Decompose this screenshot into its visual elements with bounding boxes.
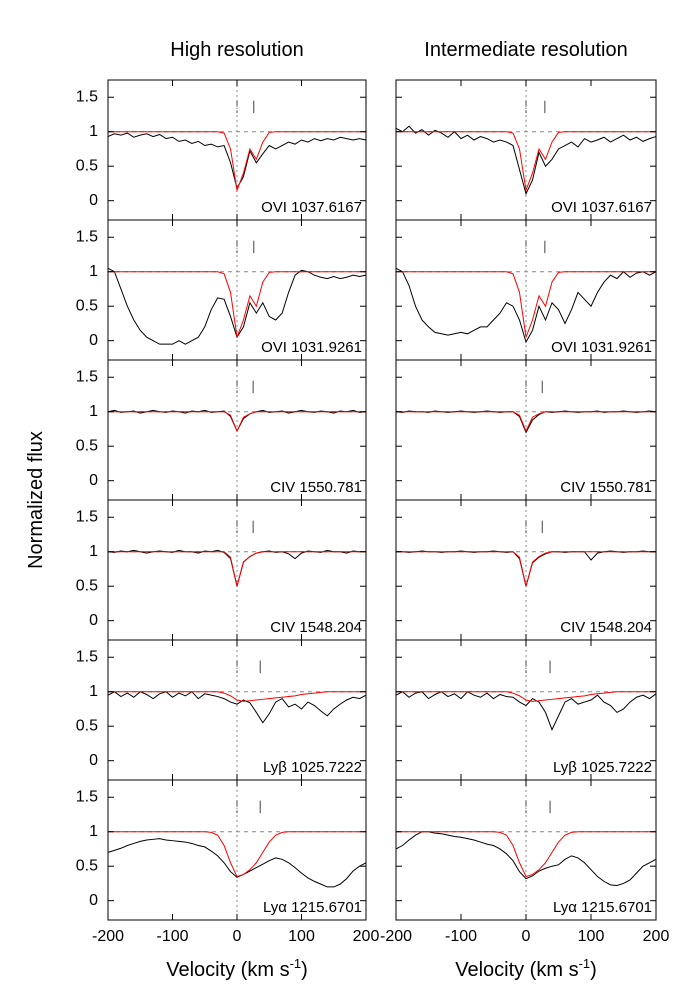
x-axis-label: Velocity (km s-1) [455,956,597,981]
spectrum-line [396,131,656,193]
panel: 0 0.5 1 1.5 OVI 1031.9261 [76,219,367,361]
spectrum-line [108,411,366,433]
y-tick-label: 1 [89,543,98,560]
x-axis-label-sup: -1 [579,956,591,971]
line-label: Lyβ 1025.7222 [553,759,652,776]
y-tick-label: 1.5 [76,788,98,805]
y-tick-label: 1 [89,823,98,840]
y-tick-label: 0 [89,332,98,349]
x-axis-label-text: Velocity (km s [455,959,578,981]
x-axis-label-end: ) [590,959,597,981]
y-tick-label: 0.5 [76,297,98,314]
y-tick-label: 1 [89,403,98,420]
x-tick-label: 0 [233,928,242,945]
panel: 0 0.5 1 1.5 CIV 1550.781 [76,359,367,501]
y-tick-label: 1 [89,123,98,140]
spectrum-line [107,838,367,888]
line-label: OVI 1031.9261 [551,339,652,356]
y-tick-label: 0.5 [76,157,98,174]
panel: 0 0.5 1 1.5 CIV 1548.204 [76,499,367,641]
y-tick-label: 1.5 [76,88,98,105]
x-axis-label-sup: -1 [290,956,302,971]
x-tick-label: -200 [380,928,412,945]
spectrum-line [108,691,366,702]
spectrum-line [107,691,367,724]
y-tick-label: 1.5 [76,648,98,665]
column-title: High resolution [170,39,303,61]
x-tick-label: 0 [522,928,531,945]
spectrum-line [395,691,657,731]
column-title: Intermediate resolution [424,39,627,61]
x-tick-label: 200 [643,928,670,945]
y-tick-label: 0 [89,892,98,909]
x-tick-label: 100 [578,928,605,945]
panel: -200 -100 0 100 200 Lyα 1215.6701 Velocity (km… [380,779,670,981]
panel: CIV 1550.781 [395,359,657,501]
spectrum-line [396,411,656,433]
y-tick-label: 1 [89,263,98,280]
panel: 0 0.5 1 1.5 OVI 1037.6167 High resolution [76,39,367,221]
panel: Lyβ 1025.7222 [395,639,657,781]
spectrum-line [108,831,366,878]
spectrum-line [396,271,656,338]
panel: OVI 1037.6167 Intermediate resolution [395,39,657,221]
line-label: OVI 1037.6167 [261,199,362,216]
y-tick-label: 1.5 [76,228,98,245]
y-tick-label: 0.5 [76,857,98,874]
panel: OVI 1031.9261 [395,219,657,361]
x-tick-label: -100 [156,928,188,945]
spectrum-line [395,267,657,344]
spectrum-line [108,131,366,193]
x-tick-label: -100 [445,928,477,945]
x-tick-label: -200 [92,928,124,945]
line-label: Lyα 1215.6701 [553,899,652,916]
x-tick-label: 100 [288,928,315,945]
y-tick-label: 0.5 [76,577,98,594]
x-tick-label: 200 [353,928,380,945]
line-label: Lyβ 1025.7222 [263,759,362,776]
y-tick-label: 1.5 [76,508,98,525]
spectrum-line [108,551,366,587]
y-tick-label: 0 [89,472,98,489]
line-label: OVI 1031.9261 [261,339,362,356]
spectrum-line [396,551,656,587]
line-label: CIV 1548.204 [560,619,652,636]
x-axis-label-end: ) [301,959,308,981]
x-axis-label-text: Velocity (km s [166,959,289,981]
y-tick-label: 0 [89,752,98,769]
line-label: CIV 1548.204 [270,619,362,636]
x-axis-label: Velocity (km s-1) [166,956,308,981]
y-tick-label: 1 [89,683,98,700]
panel: 0 0.5 1 1.5 -200 -100 0 100 200 Lyα 1215.6701 Velo… [76,779,380,981]
spectrum-line [108,271,366,338]
y-tick-label: 0 [89,192,98,209]
spectrum-line [396,691,656,702]
spectrum-line [396,831,656,878]
panel: 0 0.5 1 1.5 Lyβ 1025.7222 [76,639,367,781]
y-tick-label: 0.5 [76,717,98,734]
y-axis-label: Normalized flux [25,431,47,569]
y-tick-label: 1.5 [76,368,98,385]
spectrum-line [395,831,657,887]
line-label: CIV 1550.781 [560,479,652,496]
line-label: CIV 1550.781 [270,479,362,496]
line-label: OVI 1037.6167 [551,199,652,216]
line-label: Lyα 1215.6701 [263,899,362,916]
y-tick-label: 0 [89,612,98,629]
panel: CIV 1548.204 [395,499,657,641]
y-tick-label: 0.5 [76,437,98,454]
